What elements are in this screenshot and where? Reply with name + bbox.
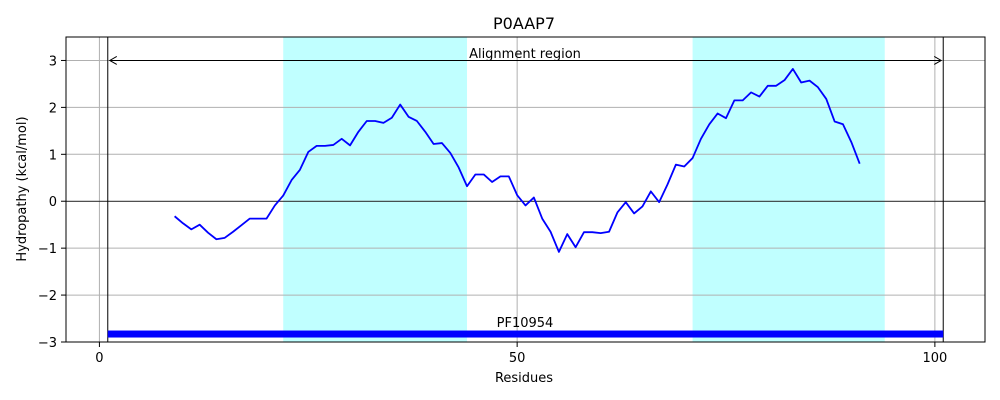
y-tick-label: −3 <box>38 336 57 351</box>
y-tick-label: 2 <box>49 101 57 116</box>
x-tick-label: 100 <box>922 351 947 366</box>
x-axis-label: Residues <box>495 371 553 386</box>
alignment-arrow-right-head <box>933 56 943 65</box>
shaded-region <box>283 37 468 342</box>
x-tick-label: 0 <box>95 351 103 366</box>
x-tick-label: 50 <box>509 351 526 366</box>
y-tick-label: 3 <box>49 54 57 69</box>
domain-bar <box>107 330 944 338</box>
y-tick-label: −2 <box>38 289 57 304</box>
y-tick-label: −1 <box>38 242 57 257</box>
chart-title: P0AAP7 <box>493 14 555 33</box>
hydropathy-line <box>174 68 861 253</box>
shaded-region <box>692 37 885 342</box>
domain-label: PF10954 <box>497 316 554 331</box>
alignment-arrow-left-head <box>108 56 118 65</box>
y-tick-label: 0 <box>49 195 57 210</box>
plot-frame <box>65 36 986 343</box>
y-axis-label: Hydropathy (kcal/mol) <box>15 116 30 261</box>
y-tick-label: 1 <box>49 148 57 163</box>
alignment-region-label: Alignment region <box>469 47 581 62</box>
